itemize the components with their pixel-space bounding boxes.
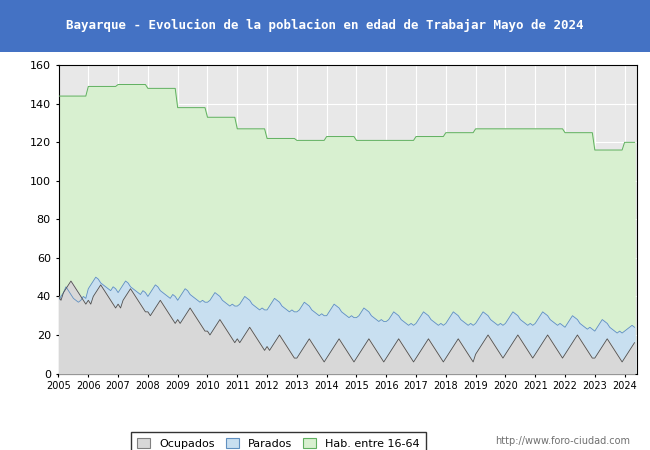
Text: Bayarque - Evolucion de la poblacion en edad de Trabajar Mayo de 2024: Bayarque - Evolucion de la poblacion en …	[66, 19, 584, 32]
Text: http://www.foro-ciudad.com: http://www.foro-ciudad.com	[495, 436, 630, 446]
Legend: Ocupados, Parados, Hab. entre 16-64: Ocupados, Parados, Hab. entre 16-64	[131, 432, 426, 450]
